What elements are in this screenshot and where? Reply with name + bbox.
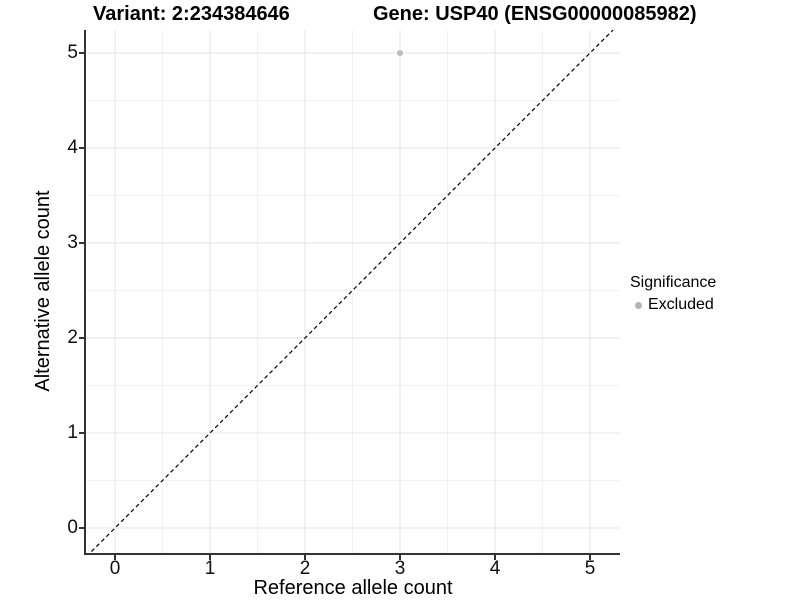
gene-title: Gene: USP40 (ENSG00000085982)	[373, 3, 697, 25]
x-axis-title: Reference allele count	[253, 577, 453, 599]
x-tick-label: 1	[204, 558, 216, 579]
y-tick-mark	[79, 242, 84, 244]
identity-dashed-line	[89, 30, 614, 553]
x-tick-mark	[114, 555, 116, 560]
plot-canvas	[86, 30, 620, 553]
legend-entry-label: Excluded	[648, 296, 714, 313]
data-point	[397, 50, 403, 56]
y-tick-mark	[79, 432, 84, 434]
y-tick-label: 2	[67, 327, 78, 348]
x-tick-label: 5	[584, 558, 596, 579]
y-axis-title: Alternative allele count	[32, 190, 54, 392]
x-tick-mark	[494, 555, 496, 560]
y-tick-label: 5	[67, 42, 78, 63]
x-tick-mark	[399, 555, 401, 560]
y-tick-label: 0	[67, 517, 78, 538]
x-tick-label: 4	[489, 558, 501, 579]
y-tick-label: 1	[67, 422, 78, 443]
plot-panel	[84, 30, 620, 555]
x-tick-mark	[589, 555, 591, 560]
legend-entry-excluded: Excluded	[630, 295, 716, 315]
y-tick-mark	[79, 337, 84, 339]
legend-title: Significance	[630, 274, 717, 291]
y-tick-mark	[79, 527, 84, 529]
y-tick-label: 3	[67, 232, 78, 253]
y-tick-mark	[79, 147, 84, 149]
variant-title: Variant: 2:234384646	[93, 3, 290, 25]
y-tick-mark	[79, 52, 84, 54]
x-tick-label: 3	[394, 558, 406, 579]
y-tick-label: 4	[67, 137, 78, 158]
x-tick-label: 2	[299, 558, 311, 579]
x-tick-label: 0	[109, 558, 121, 579]
x-tick-mark	[209, 555, 211, 560]
legend: Significance Excluded	[630, 273, 716, 315]
excluded-point-icon	[635, 301, 642, 309]
x-tick-mark	[304, 555, 306, 560]
